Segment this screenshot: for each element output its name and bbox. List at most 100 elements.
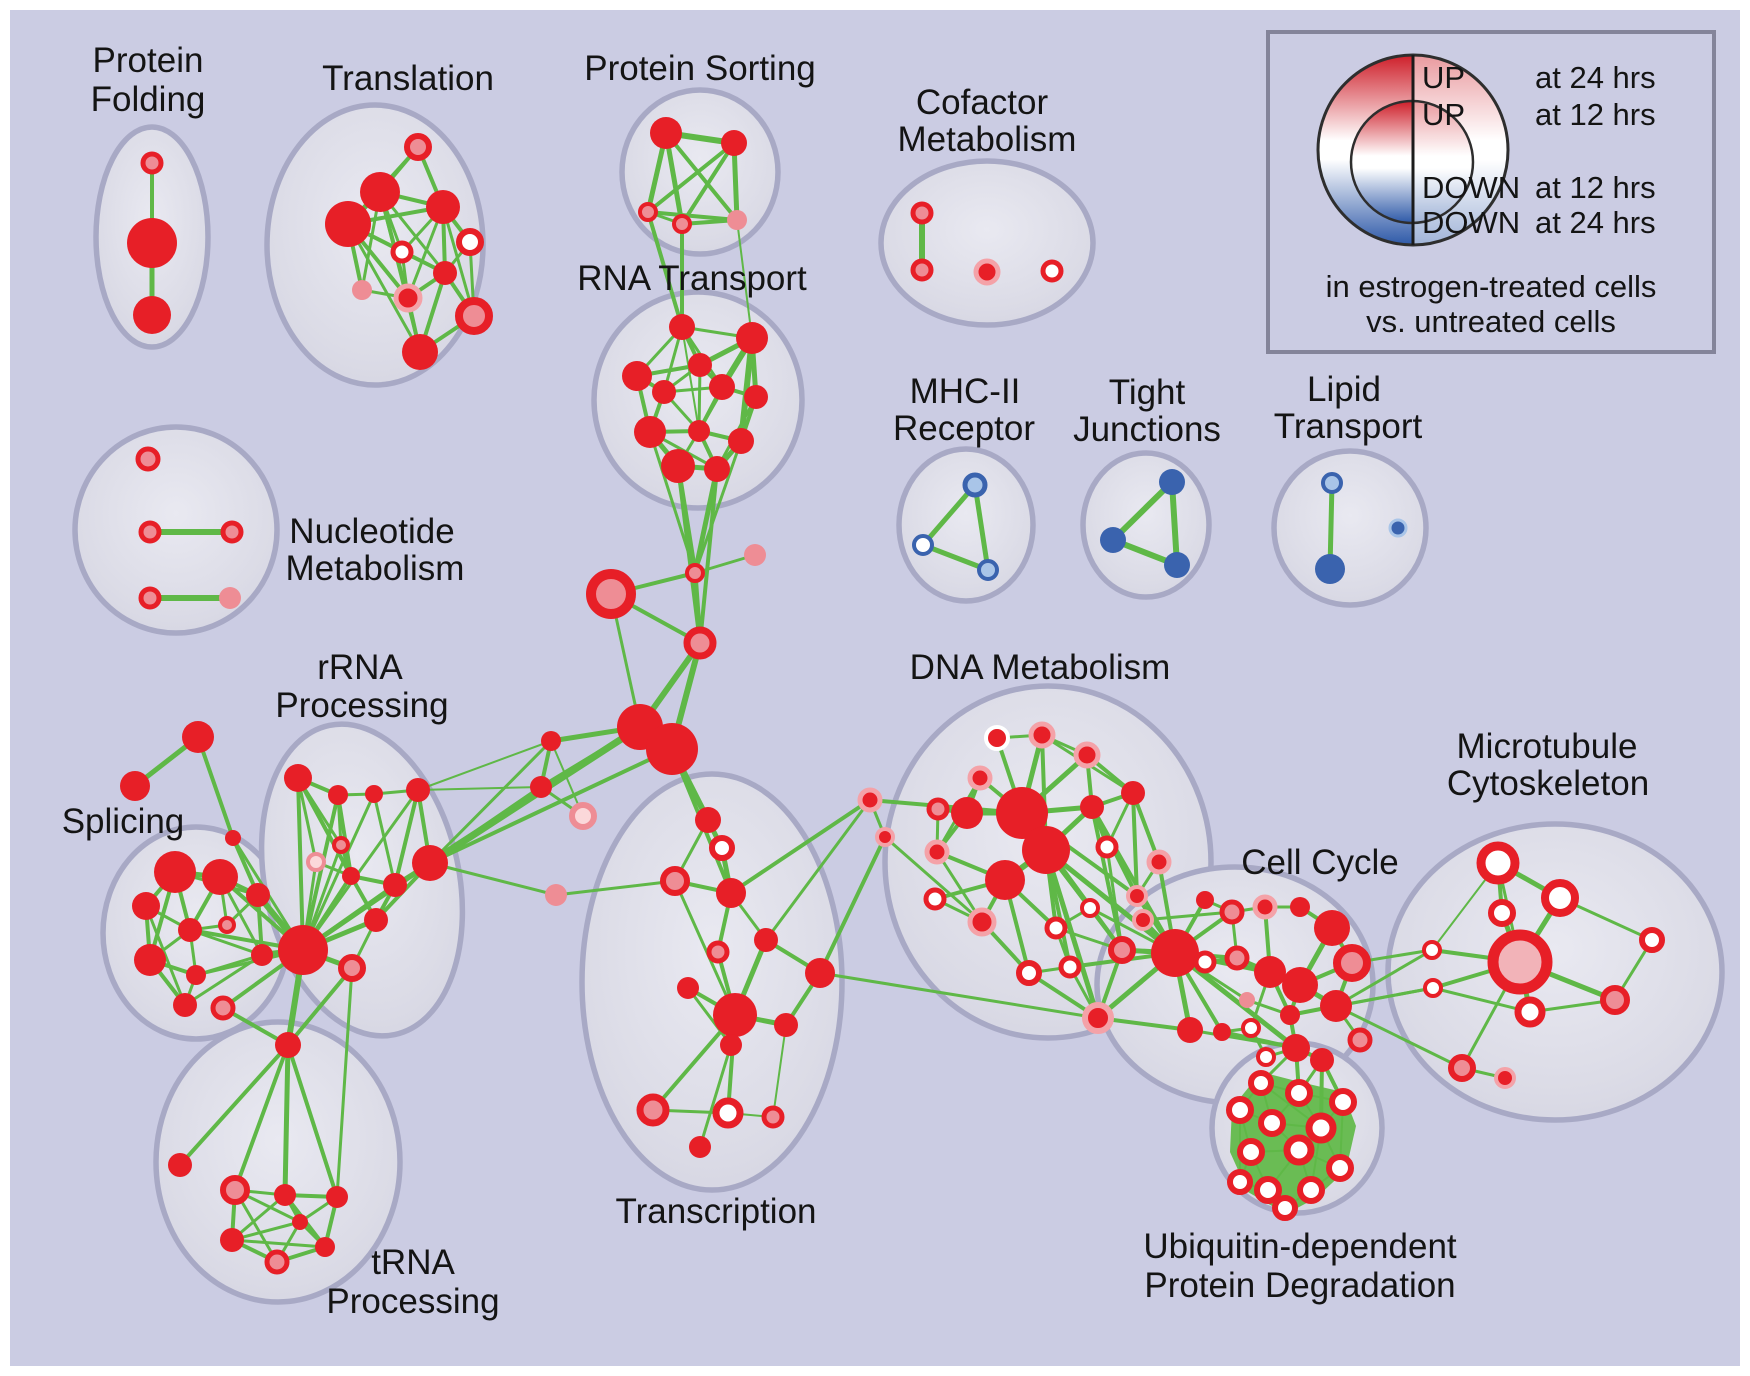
network-node-s (1213, 1023, 1231, 1041)
network-node-pr (967, 907, 997, 937)
network-node-s (985, 860, 1025, 900)
cluster-label-cofactor-metabolism: Metabolism (898, 120, 1077, 159)
legend-direction-label: UP (1422, 60, 1465, 95)
network-node-bc (977, 559, 999, 581)
network-node-wc (1193, 950, 1217, 974)
network-edge (196, 735, 235, 840)
network-node-pr (1082, 1002, 1114, 1034)
network-edge (144, 904, 187, 1007)
network-node-s (951, 797, 983, 829)
network-node-s (1080, 795, 1104, 819)
cluster-label-trna-processing: tRNA (371, 1243, 455, 1282)
network-node-s (713, 993, 757, 1037)
legend-note: in estrogen-treated cells (1326, 269, 1657, 304)
network-node-pc (910, 258, 934, 282)
network-node-pr (1146, 849, 1172, 875)
network-node-pc (1448, 1054, 1476, 1082)
network-node-b (1164, 552, 1190, 578)
network-node-wr (984, 725, 1010, 751)
network-node-p (744, 544, 766, 566)
cluster-label-microtubule-cytoskeleton: Microtubule (1457, 727, 1638, 766)
network-node-bw (912, 534, 934, 556)
network-node-s (688, 353, 712, 377)
network-node-s (744, 385, 768, 409)
network-node-pc (220, 520, 244, 544)
cluster-bubble-trna-processing (153, 1019, 403, 1305)
network-node-wc (1423, 978, 1443, 998)
cluster-label-lipid-transport: Lipid (1307, 370, 1381, 409)
legend-time-label: at 12 hrs (1535, 97, 1656, 132)
network-node-pc (910, 201, 934, 225)
network-node-pc (638, 202, 658, 222)
network-node-wc (1227, 1169, 1253, 1195)
network-node-s (1314, 910, 1350, 946)
network-node-s (315, 1237, 335, 1257)
cluster-label-protein-folding: Protein (93, 41, 204, 80)
network-node-s (328, 785, 348, 805)
network-node-s (1121, 781, 1145, 805)
network-node-s (721, 130, 747, 156)
network-node-s (652, 380, 676, 404)
network-node-s (246, 883, 270, 907)
network-edge (372, 792, 397, 887)
network-edge (1172, 950, 1299, 1051)
network-node-s (677, 977, 699, 999)
network-node-wc (923, 887, 947, 911)
cluster-label-lipid-transport: Transport (1274, 407, 1423, 446)
network-node-s (530, 776, 552, 798)
network-edge (680, 141, 736, 226)
network-node-wc (1272, 1195, 1298, 1221)
legend-time-label: at 24 hrs (1535, 205, 1656, 240)
network-edge (301, 793, 340, 952)
cluster-label-cell-cycle: Cell Cycle (1241, 843, 1399, 882)
network-node-s (342, 867, 360, 885)
network-node-s (996, 787, 1048, 839)
network-node-bc (1321, 472, 1343, 494)
network-node-pc (1219, 899, 1245, 925)
network-edge (818, 835, 887, 975)
cluster-bubble-transcription (579, 771, 845, 1193)
network-edge (188, 928, 264, 957)
network-node-wc (456, 228, 484, 256)
network-edge (1141, 910, 1234, 922)
network-node-pc (1333, 944, 1371, 982)
network-edge (282, 1042, 291, 1198)
network-edge (920, 542, 991, 573)
network-node-s (1196, 891, 1214, 909)
network-edge (296, 776, 353, 878)
network-node-s (1022, 826, 1070, 874)
network-edge (664, 131, 739, 222)
network-edge (296, 776, 318, 864)
network-node-s (134, 944, 166, 976)
network-node-wc (390, 240, 414, 264)
network-edge (972, 482, 991, 573)
network-edge (1110, 479, 1175, 543)
network-nodes (120, 117, 1665, 1275)
network-node-pc (138, 586, 162, 610)
legend-time-label: at 24 hrs (1535, 60, 1656, 95)
legend-box (1266, 30, 1716, 354)
network-edge (378, 190, 422, 354)
network-node-s (360, 172, 400, 212)
network-edge (428, 747, 674, 865)
network-node-pc (660, 866, 690, 896)
network-node-wc (1283, 1134, 1315, 1166)
network-edge (681, 326, 700, 432)
network-node-wc (1237, 1138, 1265, 1166)
network-node-pr (1126, 885, 1148, 907)
cluster-bubble-lipid-transport (1271, 448, 1429, 608)
legend-note: vs. untreated cells (1366, 304, 1616, 339)
network-edge (729, 798, 872, 895)
cluster-label-mhc-ii-receptor: MHC-II (910, 372, 1021, 411)
network-node-pr (857, 787, 883, 813)
network-node-pc (1108, 936, 1136, 964)
network-node-wc (712, 1097, 744, 1129)
cluster-bubble-translation (264, 102, 486, 388)
network-node-bp (1388, 518, 1408, 538)
network-node-s (709, 374, 735, 400)
network-edge (230, 1238, 327, 1249)
network-node-s (728, 428, 754, 454)
network-node-s (383, 873, 407, 897)
